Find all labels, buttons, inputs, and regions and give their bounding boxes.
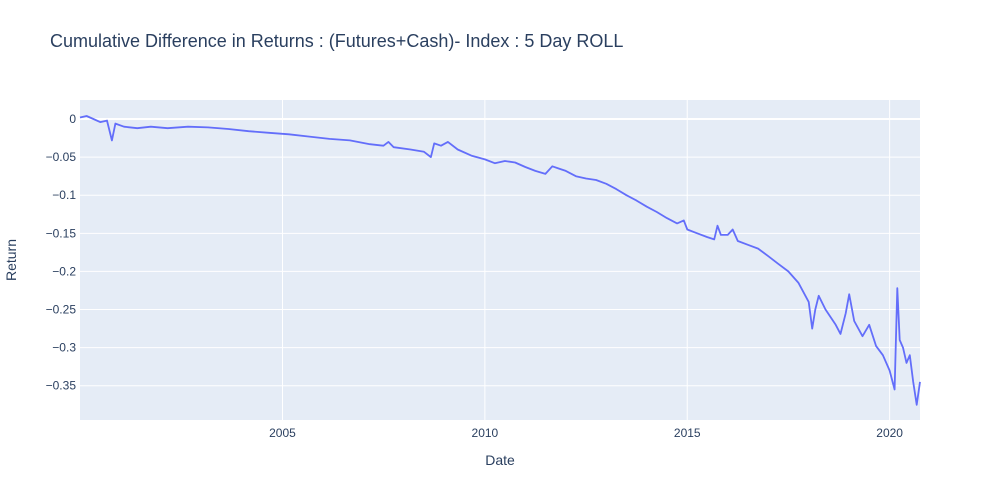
y-axis-title: Return [3, 239, 19, 281]
y-tick-label: −0.2 [52, 264, 76, 278]
y-tick-label: −0.3 [52, 341, 76, 355]
y-tick-label: −0.1 [52, 188, 76, 202]
y-tick-label: 0 [69, 112, 76, 126]
x-tick-label: 2010 [472, 426, 499, 440]
y-tick-label: −0.25 [46, 303, 77, 317]
x-tick-label: 2015 [674, 426, 701, 440]
y-gridlines [80, 118, 920, 387]
x-gridlines [281, 100, 891, 420]
x-tick-label: 2020 [876, 426, 903, 440]
series-layer [79, 115, 921, 406]
y-tick-labels: 0 −0.05 −0.1 −0.15 −0.2 −0.25 −0.3 −0.35 [46, 112, 77, 393]
series-line-0 [79, 115, 921, 406]
plot-area [80, 100, 920, 420]
y-tick-label: −0.35 [46, 379, 77, 393]
y-tick-label: −0.05 [46, 150, 77, 164]
x-tick-labels: 2005 2010 2015 2020 [269, 426, 903, 440]
chart-title: Cumulative Difference in Returns : (Futu… [50, 31, 624, 51]
x-axis-title: Date [485, 452, 515, 468]
x-tick-label: 2005 [269, 426, 296, 440]
y-tick-label: −0.15 [46, 226, 77, 240]
